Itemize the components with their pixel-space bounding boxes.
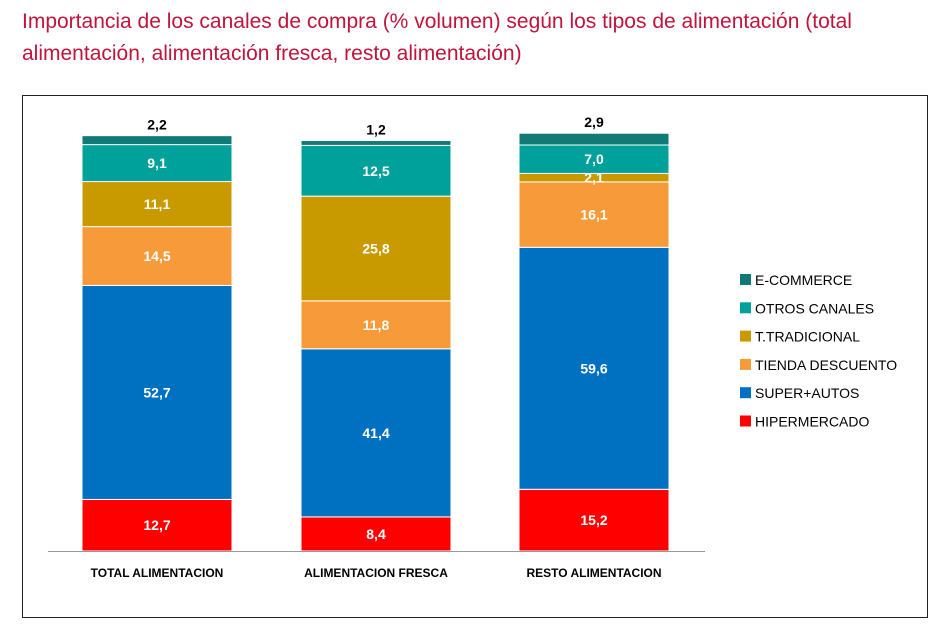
legend-label-tienda-descuento: TIENDA DESCUENTO xyxy=(755,357,897,373)
bar-segment-t-tradicional xyxy=(81,181,233,228)
bar-segment-otros-canales xyxy=(300,144,452,197)
legend-swatch-super-autos xyxy=(740,387,751,399)
data-label-e-commerce: 1,2 xyxy=(366,122,386,138)
data-label-otros-canales: 7,0 xyxy=(584,151,604,167)
legend-swatch-otros-canales xyxy=(740,302,751,314)
category-label: RESTO ALIMENTACION xyxy=(526,566,661,580)
data-label-tienda-descuento: 14,5 xyxy=(143,248,170,264)
chart-title: Importancia de los canales de compra (% … xyxy=(22,10,852,65)
data-label-t-tradicional: 11,1 xyxy=(144,196,171,212)
category-label: ALIMENTACION FRESCA xyxy=(304,566,448,580)
bar-segment-super-autos xyxy=(518,246,670,490)
legend-label-otros-canales: OTROS CANALES xyxy=(755,300,874,316)
bar-segment-e-commerce xyxy=(300,140,452,146)
legend-label-t-tradicional: T.TRADICIONAL xyxy=(755,329,860,345)
bar-segment-super-autos xyxy=(300,348,452,518)
bar-segment-e-commerce xyxy=(518,132,670,146)
data-label-super-autos: 59,6 xyxy=(580,360,607,376)
data-label-t-tradicional: 25,8 xyxy=(362,241,389,257)
legend-label-super-autos: SUPER+AUTOS xyxy=(755,385,859,401)
bar-segment-otros-canales xyxy=(81,144,233,183)
category-label: TOTAL ALIMENTACION xyxy=(91,566,224,580)
data-label-tienda-descuento: 11,8 xyxy=(363,317,390,333)
bar-segment-hipermercado xyxy=(518,488,670,552)
data-label-super-autos: 52,7 xyxy=(143,384,170,400)
bar-segment-tienda-descuento xyxy=(518,181,670,248)
legend-swatch-tienda-descuento xyxy=(740,358,751,370)
data-label-e-commerce: 2,2 xyxy=(147,117,167,133)
bar-segment-tienda-descuento xyxy=(81,226,233,286)
legend-swatch-hipermercado xyxy=(740,415,751,427)
data-label-hipermercado: 12,7 xyxy=(143,517,170,533)
data-label-otros-canales: 12,5 xyxy=(362,163,389,179)
data-label-e-commerce: 2,9 xyxy=(584,114,604,130)
bar-segment-super-autos xyxy=(81,284,233,500)
bar-segment-e-commerce xyxy=(81,135,233,146)
chart-frame xyxy=(22,95,928,618)
legend-swatch-e-commerce xyxy=(740,274,751,285)
bar-segment-hipermercado xyxy=(81,498,233,552)
legend-label-e-commerce: E-COMMERCE xyxy=(755,272,852,288)
data-label-super-autos: 41,4 xyxy=(362,425,389,441)
legend-swatch-t-tradicional xyxy=(740,330,751,342)
bar-segment-t-tradicional xyxy=(300,195,452,302)
legend-label-hipermercado: HIPERMERCADO xyxy=(755,414,869,430)
data-label-hipermercado: 15,2 xyxy=(580,512,607,528)
data-label-tienda-descuento: 16,1 xyxy=(580,207,607,223)
data-label-hipermercado: 8,4 xyxy=(366,526,386,542)
data-label-otros-canales: 9,1 xyxy=(147,155,167,171)
